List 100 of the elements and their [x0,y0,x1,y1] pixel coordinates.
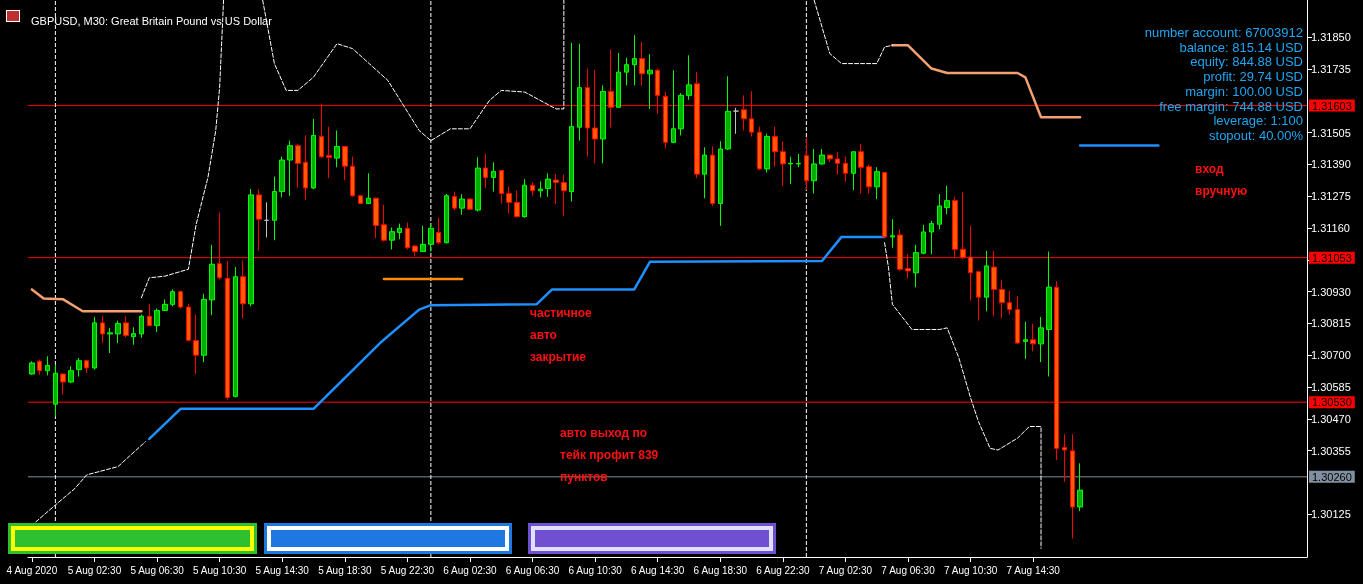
candlestick [53,364,58,418]
candlestick [678,92,684,136]
candlestick [1070,433,1075,539]
candlestick [256,188,262,252]
y-tick-label: 1.31275 [1311,190,1351,203]
candlestick [37,359,42,376]
candlestick [866,164,872,194]
candlestick [780,140,786,187]
candlestick [702,146,707,199]
candlestick [921,224,926,255]
candlestick [944,185,950,215]
candlestick [874,166,880,200]
y-tick-label: 1.31850 [1311,31,1351,44]
candlestick [804,136,809,191]
y-tick-label: 1.30470 [1311,412,1351,425]
candlestick [600,84,606,164]
candlestick [452,191,457,211]
candlestick [1023,321,1028,360]
candlestick [999,279,1005,319]
candlestick [639,41,645,86]
x-tick-label: 4 Aug 2020 [6,564,58,576]
candlestick [467,197,473,211]
candlestick [326,126,332,179]
candlestick [397,223,402,240]
candlestick [389,227,395,250]
candlestick [937,193,942,230]
x-tick-label: 6 Aug 18:30 [693,564,748,576]
candlestick [240,259,246,319]
candlestick [788,156,793,185]
line-series [30,288,143,313]
x-tick-label: 6 Aug 22:30 [756,564,811,576]
candlestick [186,303,191,342]
candlestick [193,314,199,375]
x-tick-label: 6 Aug 06:30 [505,564,560,576]
annotation: leverage: 1:100 [1213,113,1303,129]
candlestick [295,143,301,188]
candlestick [929,220,934,255]
y-tick-label: 1.31160 [1311,222,1350,235]
candlestick [358,195,363,205]
annotation: stopout: 40.00% [1209,127,1304,143]
candlestick [616,52,621,109]
y-tick-label: 1.30815 [1311,317,1351,330]
candlestick [514,190,520,219]
x-tick-label: 5 Aug 10:30 [192,564,247,576]
annotation: equity: 844.88 USD [1190,54,1303,70]
candlestick [624,57,629,86]
candlestick [459,193,465,216]
candlestick [530,181,535,197]
candlestick [1007,290,1012,316]
candlestick [107,327,113,354]
candlestick [60,372,66,396]
x-tick-label: 6 Aug 10:30 [568,564,623,576]
candlestick [342,146,348,181]
x-tick-label: 7 Aug 10:30 [943,564,998,576]
candlestick [725,75,731,151]
candlestick [436,217,441,245]
y-tick-label: 1.30355 [1311,444,1351,457]
candlestick [686,54,692,101]
candlestick [851,151,856,191]
candlestick [772,126,778,168]
candlestick [209,244,215,316]
y-tick-label: 1.30930 [1311,285,1351,298]
annotation: number account: 67003912 [1144,25,1303,40]
y-tick-label: 1.31735 [1311,63,1351,76]
candlestick [92,316,97,371]
y-tick-label: 1.31390 [1311,158,1351,171]
candlestick [147,303,152,327]
candlestick [984,250,989,312]
candlestick [115,320,121,344]
candlestick [272,176,277,241]
candlestick [334,129,340,168]
ref-line-label: 1.31603 [1312,99,1352,112]
candlestick [475,156,481,212]
text: GBPUSD, M30: Great Britain Pound vs US Dollar [31,14,273,27]
candlestick [827,154,833,163]
annotation: balance: 815.14 USD [1179,39,1303,55]
candlestick [499,169,504,204]
annotation: profit: 29.74 USD [1203,69,1303,85]
candlestick [1038,316,1044,363]
x-tick-label: 5 Aug 06:30 [130,564,185,576]
candlestick [311,118,316,190]
candlestick [569,42,574,203]
candlestick [913,244,919,288]
candlestick [373,196,379,239]
candlestick [757,126,762,171]
candlestick [287,140,293,197]
candlestick [710,146,715,207]
candlestick [733,107,739,135]
candlestick [796,153,801,168]
candlestick [976,270,981,322]
candlestick [647,53,653,110]
candlestick [29,360,35,376]
ref-line-label: 1.31053 [1312,251,1352,264]
candlestick [561,174,567,217]
x-tick-label: 7 Aug 06:30 [881,564,936,576]
candlestick [233,266,238,398]
candlestick [835,151,840,176]
candlestick [1015,295,1020,345]
annotation: margin: 100.00 USD [1185,83,1303,99]
y-tick-label: 1.31505 [1311,126,1351,139]
